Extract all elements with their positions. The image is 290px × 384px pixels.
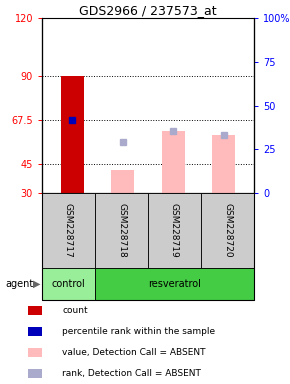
- Text: resveratrol: resveratrol: [148, 279, 201, 289]
- Title: GDS2966 / 237573_at: GDS2966 / 237573_at: [79, 4, 217, 17]
- Text: GSM228718: GSM228718: [117, 203, 126, 258]
- Text: rank, Detection Call = ABSENT: rank, Detection Call = ABSENT: [62, 369, 201, 378]
- Text: GSM228719: GSM228719: [170, 203, 179, 258]
- Bar: [28, 306, 42, 315]
- Text: control: control: [52, 279, 85, 289]
- Text: value, Detection Call = ABSENT: value, Detection Call = ABSENT: [62, 348, 206, 357]
- Bar: [148, 193, 201, 268]
- Bar: [95, 193, 148, 268]
- Bar: [111, 170, 134, 193]
- Bar: [201, 193, 254, 268]
- Bar: [61, 76, 84, 193]
- Bar: [28, 369, 42, 378]
- Bar: [28, 327, 42, 336]
- Text: percentile rank within the sample: percentile rank within the sample: [62, 327, 215, 336]
- Bar: [42, 268, 95, 300]
- Bar: [162, 131, 185, 193]
- Text: agent: agent: [5, 279, 33, 289]
- Text: ▶: ▶: [33, 279, 41, 289]
- Text: GSM228717: GSM228717: [64, 203, 73, 258]
- Bar: [42, 193, 95, 268]
- Bar: [212, 135, 235, 193]
- Text: count: count: [62, 306, 88, 315]
- Bar: [95, 268, 254, 300]
- Bar: [28, 348, 42, 357]
- Text: GSM228720: GSM228720: [223, 203, 232, 258]
